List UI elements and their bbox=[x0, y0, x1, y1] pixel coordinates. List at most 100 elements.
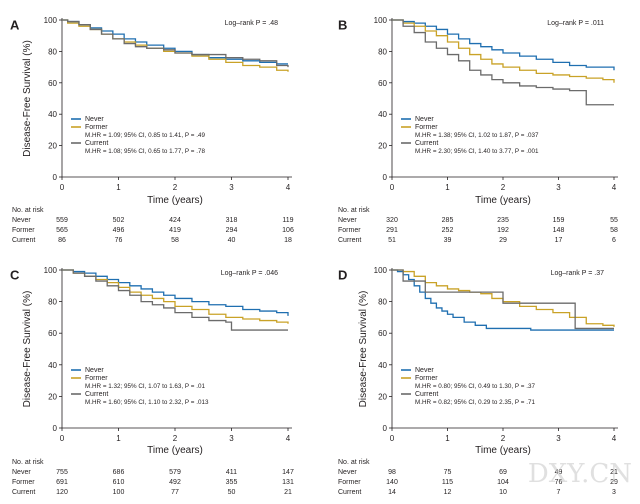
legend-hr-text: M.HR = 1.09; 95% CI, 0.85 to 1.41, P = .… bbox=[85, 132, 205, 139]
risk-cell: 55 bbox=[610, 217, 618, 224]
risk-cell: 12 bbox=[444, 489, 452, 496]
y-tick-label: 80 bbox=[48, 47, 57, 56]
x-tick-label: 4 bbox=[612, 183, 617, 192]
risk-cell: 502 bbox=[113, 217, 125, 224]
risk-cell: 10 bbox=[499, 489, 507, 496]
panel-a: A 0 20 40 60 80 100 0 1 2 3 4 Time (years) Disease-Fr… bbox=[10, 16, 294, 244]
risk-cell: 115 bbox=[442, 479, 453, 486]
risk-cell: 355 bbox=[226, 479, 238, 486]
risk-cell: 106 bbox=[282, 227, 294, 234]
risk-cell: 318 bbox=[226, 217, 238, 224]
risk-cell: 3 bbox=[612, 489, 616, 496]
risk-cell: 104 bbox=[497, 479, 509, 486]
risk-row-label: Current bbox=[12, 237, 35, 244]
risk-cell: 51 bbox=[388, 237, 396, 244]
risk-cell: 18 bbox=[284, 237, 292, 244]
y-tick-label: 100 bbox=[44, 266, 58, 275]
risk-cell: 686 bbox=[113, 469, 125, 476]
legend-label: Never bbox=[85, 116, 104, 123]
risk-cell: 76 bbox=[555, 479, 563, 486]
risk-cell: 7 bbox=[557, 489, 561, 496]
risk-cell: 77 bbox=[171, 489, 179, 496]
x-tick-label: 4 bbox=[612, 434, 617, 443]
y-tick-label: 40 bbox=[378, 361, 387, 370]
logrank-annotation: Log–rank P = .37 bbox=[551, 270, 604, 277]
x-tick-label: 4 bbox=[286, 434, 291, 443]
risk-cell: 29 bbox=[610, 479, 618, 486]
legend-label: Never bbox=[415, 116, 434, 123]
y-tick-label: 0 bbox=[53, 173, 58, 182]
x-tick-label: 1 bbox=[445, 434, 450, 443]
risk-cell: 39 bbox=[444, 237, 452, 244]
series-line-current bbox=[392, 19, 614, 106]
risk-cell: 21 bbox=[610, 469, 618, 476]
y-tick-label: 0 bbox=[383, 424, 388, 433]
risk-cell: 148 bbox=[553, 227, 565, 234]
y-tick-label: 40 bbox=[48, 110, 57, 119]
risk-cell: 252 bbox=[442, 227, 454, 234]
risk-cell: 86 bbox=[58, 237, 66, 244]
panel-b: B 0 20 40 60 80 100 0 1 2 3 4 Time (years) Log–rank P… bbox=[338, 16, 618, 244]
y-tick-label: 80 bbox=[48, 298, 57, 307]
y-tick-label: 60 bbox=[378, 329, 387, 338]
y-tick-label: 100 bbox=[374, 16, 388, 25]
y-tick-label: 20 bbox=[378, 392, 387, 401]
logrank-annotation: Log–rank P = .046 bbox=[221, 270, 278, 277]
y-tick-label: 80 bbox=[378, 47, 387, 56]
risk-cell: 320 bbox=[386, 217, 398, 224]
y-tick-label: 0 bbox=[53, 424, 58, 433]
x-tick-label: 2 bbox=[173, 183, 178, 192]
risk-row-label: Current bbox=[12, 489, 35, 496]
risk-row-label: Current bbox=[338, 237, 361, 244]
legend-hr-text: M.HR = 0.82; 95% CI, 0.29 to 2.35, P = .… bbox=[415, 399, 535, 406]
legend-label: Current bbox=[415, 391, 438, 398]
x-tick-label: 3 bbox=[229, 434, 234, 443]
panel-letter: C bbox=[10, 268, 20, 283]
risk-row-label: Never bbox=[338, 217, 357, 224]
risk-cell: 14 bbox=[388, 489, 396, 496]
y-tick-label: 20 bbox=[48, 392, 57, 401]
legend-label: Never bbox=[415, 367, 434, 374]
x-tick-label: 1 bbox=[445, 183, 450, 192]
risk-cell: 40 bbox=[228, 237, 236, 244]
legend-label: Current bbox=[85, 140, 108, 147]
series-line-current bbox=[62, 19, 289, 68]
risk-cell: 294 bbox=[226, 227, 238, 234]
risk-cell: 17 bbox=[555, 237, 563, 244]
risk-cell: 192 bbox=[497, 227, 509, 234]
risk-row-label: Never bbox=[12, 469, 31, 476]
y-tick-label: 20 bbox=[48, 142, 57, 151]
risk-cell: 131 bbox=[282, 479, 294, 486]
x-tick-label: 0 bbox=[60, 183, 65, 192]
y-tick-label: 100 bbox=[44, 16, 58, 25]
legend-label: Former bbox=[415, 124, 438, 131]
risk-row-label: Never bbox=[338, 469, 357, 476]
risk-cell: 559 bbox=[56, 217, 68, 224]
x-tick-label: 2 bbox=[501, 183, 506, 192]
risk-row-label: Former bbox=[12, 479, 35, 486]
legend-label: Former bbox=[85, 124, 108, 131]
logrank-annotation: Log–rank P = .48 bbox=[225, 20, 278, 27]
legend-label: Former bbox=[85, 375, 108, 382]
legend-hr-text: M.HR = 2.30; 95% CI, 1.40 to 3.77, P = .… bbox=[415, 148, 539, 155]
x-tick-label: 0 bbox=[60, 434, 65, 443]
risk-table-title: No. at risk bbox=[338, 459, 370, 466]
risk-cell: 419 bbox=[169, 227, 181, 234]
series-line-current bbox=[62, 269, 288, 331]
panel-letter: A bbox=[10, 18, 20, 33]
panel-c: C 0 20 40 60 80 100 0 1 2 3 4 Time (years) Disease-Fr… bbox=[10, 266, 294, 496]
y-tick-label: 20 bbox=[378, 142, 387, 151]
risk-cell: 140 bbox=[386, 479, 398, 486]
y-tick-label: 100 bbox=[374, 266, 388, 275]
risk-cell: 49 bbox=[555, 469, 563, 476]
risk-cell: 411 bbox=[226, 469, 237, 476]
risk-cell: 100 bbox=[113, 489, 125, 496]
risk-table-title: No. at risk bbox=[12, 459, 44, 466]
x-axis-label: Time (years) bbox=[147, 195, 203, 206]
legend-label: Never bbox=[85, 367, 104, 374]
x-tick-label: 0 bbox=[390, 183, 395, 192]
x-tick-label: 1 bbox=[116, 183, 121, 192]
legend-label: Current bbox=[85, 391, 108, 398]
